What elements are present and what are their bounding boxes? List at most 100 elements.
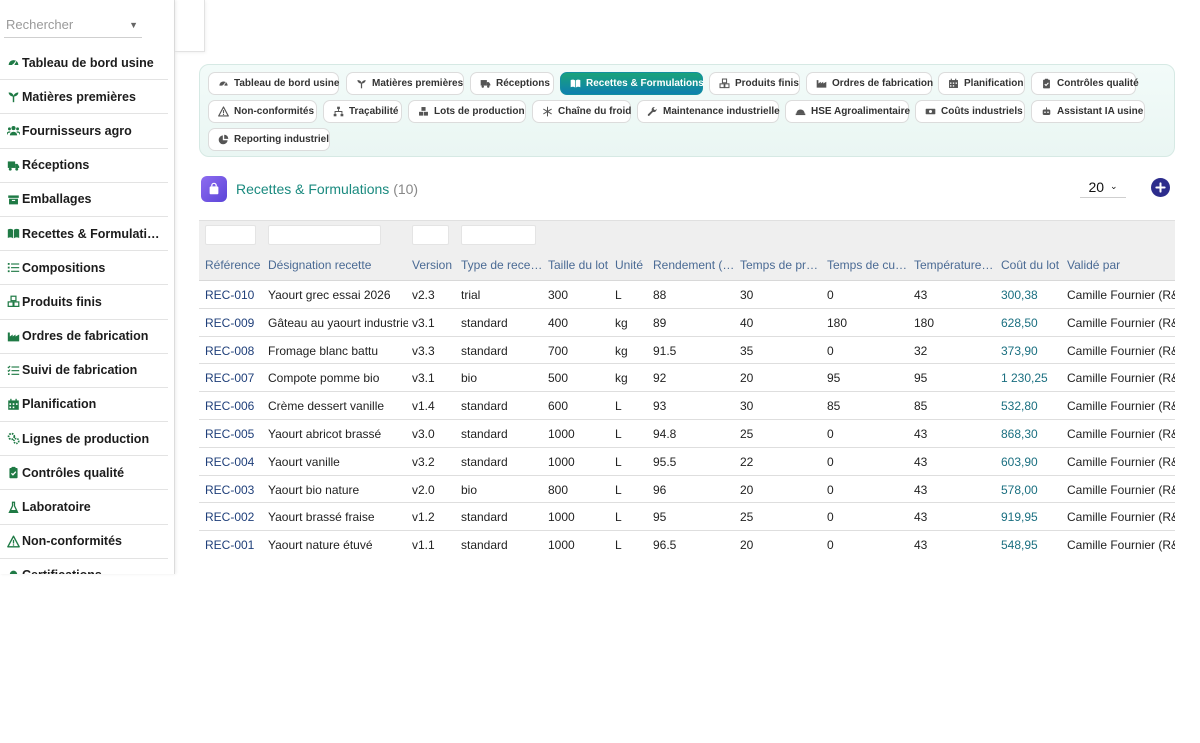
table-row[interactable]: REC-008 Fromage blanc battu v3.3 standard 70… <box>199 337 1175 365</box>
sidebar-item-industry[interactable]: Ordres de fabrication <box>0 320 168 354</box>
sidebar-item-box[interactable]: Emballages <box>0 183 168 217</box>
table-cell: standard <box>461 343 508 358</box>
table-cell: v1.2 <box>412 510 435 525</box>
sidebar-item-certificate[interactable]: Certifications <box>0 559 168 574</box>
tab-helmet[interactable]: HSE Agroalimentaire <box>785 100 911 123</box>
record-link[interactable]: REC-005 <box>205 427 255 441</box>
column-header[interactable]: Désignation recette <box>268 258 372 272</box>
book-icon <box>570 78 581 90</box>
tab-robot[interactable]: Assistant IA usine <box>1031 100 1145 123</box>
table-row[interactable]: REC-004 Yaourt vanille v3.2 standard 1000 L 95… <box>199 448 1175 476</box>
table-cell: L <box>615 288 622 302</box>
sidebar-item-label: Recettes & Formulati… <box>22 226 160 241</box>
tab-gauge[interactable]: Tableau de bord usine <box>208 72 339 95</box>
column-header[interactable]: Rendement (… <box>653 258 733 272</box>
table-row[interactable]: REC-007 Compote pomme bio v3.1 bio 500 kg 92 20… <box>199 364 1175 393</box>
record-link[interactable]: REC-010 <box>205 288 255 302</box>
tab-label: Planification <box>964 78 1024 89</box>
record-link[interactable]: REC-008 <box>205 343 255 358</box>
chevron-down-icon[interactable]: ▼ <box>129 19 138 30</box>
tab-label: HSE Agroalimentaire <box>811 106 911 117</box>
add-record-button[interactable] <box>1151 178 1170 197</box>
record-link[interactable]: REC-006 <box>205 399 255 414</box>
sidebar-item-users[interactable]: Fournisseurs agro <box>0 114 168 149</box>
record-count: (10) <box>393 181 419 197</box>
seedling-icon <box>6 89 21 104</box>
sidebar-item-warning[interactable]: Non-conformités <box>0 525 168 559</box>
table-cell: 0 <box>827 454 834 469</box>
tab-boxes[interactable]: Lots de production <box>408 100 526 123</box>
table-cell: Yaourt brassé fraise <box>268 510 375 525</box>
tab-label: Réceptions <box>496 78 550 89</box>
column-header[interactable]: Taille du lot <box>548 258 609 272</box>
record-link[interactable]: REC-001 <box>205 538 255 553</box>
tab-sitemap[interactable]: Traçabilité <box>323 100 402 123</box>
record-link[interactable]: REC-003 <box>205 482 255 497</box>
column-filter-input[interactable] <box>205 225 256 245</box>
record-link[interactable]: REC-002 <box>205 510 255 525</box>
table-row[interactable]: REC-010 Yaourt grec essai 2026 v2.3 trial 30… <box>199 281 1175 309</box>
table-cell: 1000 <box>548 538 575 553</box>
column-header[interactable]: Type de rece… <box>461 258 541 272</box>
record-link[interactable]: REC-009 <box>205 315 255 330</box>
sidebar-item-list-check[interactable]: Suivi de fabrication <box>0 354 168 388</box>
sidebar-item-clipboard-check[interactable]: Contrôles qualité <box>0 456 168 491</box>
tab-snowflake[interactable]: Chaîne du froid <box>532 100 631 123</box>
sidebar-item-flask[interactable]: Laboratoire <box>0 490 168 525</box>
tab-cubes[interactable]: Produits finis <box>709 72 800 95</box>
search-input[interactable]: Rechercher ▼ <box>4 12 142 38</box>
sidebar-item-calendar[interactable]: Planification <box>0 388 168 423</box>
table-row[interactable]: REC-005 Yaourt abricot brassé v3.0 standard… <box>199 420 1175 448</box>
warning-icon <box>6 534 21 549</box>
table-row[interactable]: REC-003 Yaourt bio nature v2.0 bio 800 L 96 20 0… <box>199 476 1175 504</box>
table-row[interactable]: REC-001 Yaourt nature étuvé v1.1 standard 10… <box>199 531 1175 558</box>
tab-book[interactable]: Recettes & Formulations <box>560 72 704 95</box>
tab-seedling[interactable]: Matières premières <box>346 72 464 95</box>
table-cell: 0 <box>827 538 834 553</box>
column-header[interactable]: Temps de pr… <box>740 258 819 272</box>
tab-warning[interactable]: Non-conformités <box>208 100 317 123</box>
tab-wrench[interactable]: Maintenance industrielle <box>637 100 780 123</box>
column-header[interactable]: Référence <box>205 258 261 272</box>
clipboard-check-icon <box>1041 78 1052 90</box>
column-header[interactable]: Température… <box>914 258 994 272</box>
sidebar-item-seedling[interactable]: Matières premières <box>0 80 168 115</box>
record-link[interactable]: REC-007 <box>205 371 255 386</box>
sidebar-item-gears[interactable]: Lignes de production <box>0 422 168 457</box>
table-row[interactable]: REC-006 Crème dessert vanille v1.4 standard… <box>199 392 1175 420</box>
sidebar-item-list[interactable]: Compositions <box>0 251 168 286</box>
helmet-icon <box>795 106 806 118</box>
column-header[interactable]: Version <box>412 258 453 272</box>
column-header[interactable]: Coût du lot <box>1001 258 1060 272</box>
table-row[interactable]: REC-002 Yaourt brassé fraise v1.2 standard 1… <box>199 503 1175 532</box>
column-header[interactable]: Unité <box>615 258 644 272</box>
sidebar-item-truck[interactable]: Réceptions <box>0 149 168 183</box>
table-cell: Fromage blanc battu <box>268 343 379 358</box>
table-row[interactable]: REC-009 Gâteau au yaourt industriel v3.1 st… <box>199 309 1175 337</box>
sidebar-item-book[interactable]: Recettes & Formulati… <box>0 217 168 252</box>
column-header[interactable]: Validé par <box>1067 258 1121 272</box>
tab-money[interactable]: Coûts industriels <box>915 100 1025 123</box>
table-cell: 95 <box>653 510 667 525</box>
column-header[interactable]: Temps de cu… <box>827 258 907 272</box>
column-filter-input[interactable] <box>268 225 381 245</box>
sidebar-item-label: Planification <box>22 397 97 412</box>
cubes-icon <box>6 294 21 309</box>
column-filter-input[interactable] <box>412 225 449 245</box>
table-cell: 548,95 <box>1001 538 1038 553</box>
tab-calendar[interactable]: Planification <box>938 72 1025 95</box>
sidebar-item-label: Suivi de fabrication <box>22 363 138 378</box>
sidebar-item-cubes[interactable]: Produits finis <box>0 285 168 320</box>
tab-label: Chaîne du froid <box>558 106 632 117</box>
tab-clipboard-check[interactable]: Contrôles qualité <box>1031 72 1139 95</box>
page-size-select[interactable]: 20 ⌄ <box>1080 176 1126 198</box>
tab-chart-pie[interactable]: Reporting industriel <box>208 128 330 151</box>
record-link[interactable]: REC-004 <box>205 454 255 469</box>
sitemap-icon <box>333 106 344 118</box>
tab-industry[interactable]: Ordres de fabrication <box>806 72 933 95</box>
sidebar-item-gauge[interactable]: Tableau de bord usine <box>0 46 168 81</box>
tab-truck[interactable]: Réceptions <box>470 72 554 95</box>
column-filter-input[interactable] <box>461 225 536 245</box>
table-cell: 25 <box>740 427 754 441</box>
list-check-icon <box>6 363 21 378</box>
